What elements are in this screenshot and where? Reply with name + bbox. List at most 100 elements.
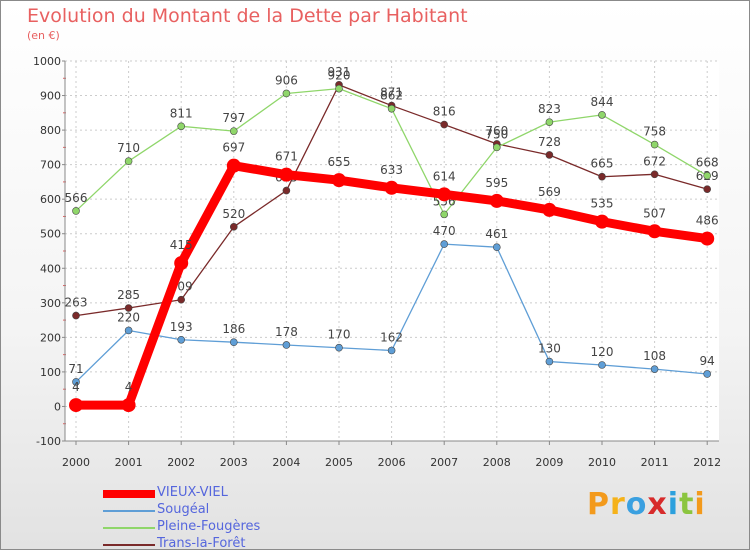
series-3-point — [226, 158, 241, 173]
data-label: 4 — [72, 380, 80, 394]
series-1-point — [72, 207, 80, 215]
y-tick-label: 400 — [40, 262, 61, 275]
data-label: 193 — [170, 320, 193, 334]
series-2-point — [282, 341, 291, 349]
y-tick-label: 900 — [40, 90, 61, 103]
series-1-point — [703, 171, 712, 180]
series-1-point — [124, 157, 133, 165]
legend-label: Pleine-Fougères — [157, 519, 261, 534]
data-label: 655 — [328, 155, 351, 169]
legend-swatch — [103, 510, 155, 512]
chart-title: Evolution du Montant de la Dette par Hab… — [27, 5, 468, 27]
series-2-point — [72, 378, 80, 386]
series-0-point — [703, 185, 712, 193]
data-label: 920 — [328, 69, 351, 83]
y-tick-label: 600 — [40, 193, 61, 206]
series-2-point — [335, 343, 343, 352]
brand-letter: t — [679, 487, 695, 522]
series-3-point — [121, 398, 136, 413]
data-label: 844 — [591, 95, 614, 109]
y-tick-label: -100 — [36, 435, 61, 448]
y-tick-label: 0 — [54, 400, 61, 413]
series-3-point — [647, 224, 662, 239]
legend-label: Sougéal — [157, 502, 210, 517]
data-label: 120 — [591, 345, 614, 359]
data-label: 614 — [433, 169, 456, 183]
data-label: 710 — [117, 141, 140, 155]
data-label: 668 — [696, 156, 719, 170]
x-tick-label: 2011 — [641, 456, 669, 469]
brand-letter: r — [610, 487, 626, 522]
series-1-point — [650, 140, 659, 149]
data-label: 71 — [68, 362, 83, 376]
data-label: 4 — [125, 380, 133, 394]
data-label: 415 — [170, 238, 193, 252]
series-2-point — [230, 338, 238, 347]
chart-subtitle: (en €) — [27, 29, 60, 42]
x-tick-label: 2002 — [167, 456, 195, 469]
data-label: 671 — [275, 150, 298, 164]
series-3-point — [700, 231, 715, 246]
x-tick-label: 2008 — [483, 456, 511, 469]
x-tick-label: 2006 — [378, 456, 406, 469]
x-tick-label: 2012 — [693, 456, 721, 469]
series-2-point — [440, 240, 449, 248]
data-label: 162 — [380, 330, 403, 344]
series-3-point — [437, 187, 452, 202]
x-tick-label: 2005 — [325, 456, 353, 469]
legend-swatch — [103, 527, 155, 529]
data-label: 595 — [485, 176, 508, 190]
data-label: 520 — [222, 207, 245, 221]
data-label: 535 — [591, 197, 614, 211]
series-0-point — [230, 223, 238, 231]
data-label: 178 — [275, 325, 298, 339]
data-label: 760 — [485, 124, 508, 138]
series-3-point — [69, 398, 83, 413]
data-label: 486 — [696, 214, 719, 228]
series-1-point — [545, 118, 554, 126]
data-label: 823 — [538, 102, 561, 116]
data-label: 170 — [328, 328, 351, 342]
data-label: 811 — [170, 106, 193, 120]
data-label: 931 — [328, 65, 351, 79]
series-1-point — [440, 210, 449, 219]
brand-letter: x — [647, 487, 668, 522]
x-tick-label: 2010 — [588, 456, 616, 469]
series-1-point — [335, 84, 343, 93]
data-label: 750 — [485, 127, 508, 141]
legend-label: Trans-la-Forêt — [157, 536, 246, 551]
brand-letter: P — [587, 487, 610, 522]
series-2-point — [703, 370, 712, 378]
legend-swatch — [103, 490, 155, 498]
data-label: 566 — [65, 191, 88, 205]
series-1-point — [282, 89, 291, 98]
series-2-point — [650, 365, 659, 373]
series-0-point — [440, 120, 449, 129]
x-tick-label: 2009 — [535, 456, 563, 469]
series-2-point — [598, 361, 606, 369]
data-label: 797 — [222, 111, 245, 125]
data-label: 697 — [222, 141, 245, 155]
y-tick-label: 100 — [40, 366, 61, 379]
series-2-point — [387, 346, 396, 355]
series-0-point — [545, 151, 554, 159]
data-label: 130 — [538, 342, 561, 356]
x-tick-label: 2004 — [272, 456, 300, 469]
series-0-point — [650, 170, 659, 179]
series-1-point — [230, 127, 238, 135]
series-2-point — [124, 326, 133, 335]
series-1-point — [387, 104, 396, 113]
legend-label: VIEUX-VIEL — [157, 485, 228, 500]
proxiti-logo: Proxiti — [587, 487, 706, 522]
data-label: 263 — [65, 296, 88, 310]
data-label: 728 — [538, 135, 561, 149]
x-tick-label: 2007 — [430, 456, 458, 469]
series-0-point — [177, 295, 185, 304]
series-0-point — [72, 311, 80, 320]
series-3-point — [174, 256, 189, 271]
series-3-point — [332, 173, 346, 188]
data-label: 186 — [222, 322, 245, 336]
data-label: 633 — [380, 163, 403, 177]
